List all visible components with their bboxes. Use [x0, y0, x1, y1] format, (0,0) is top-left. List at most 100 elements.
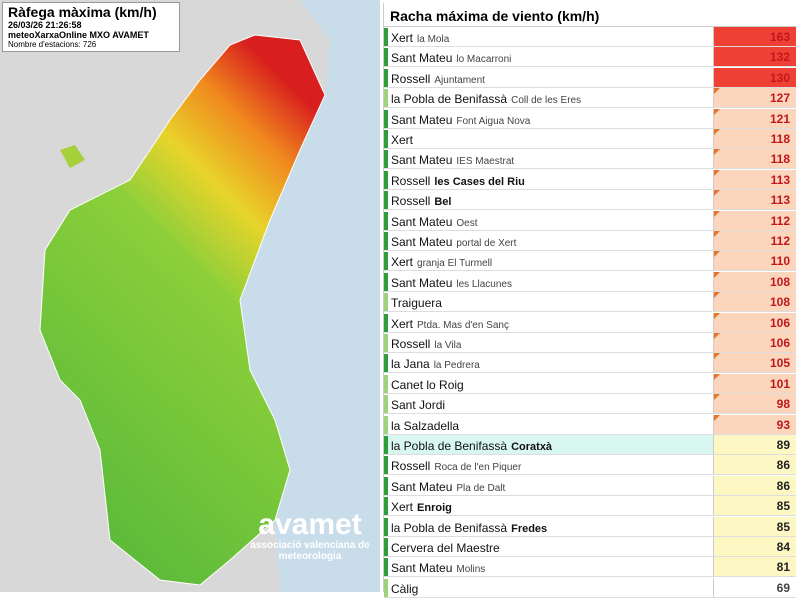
table-row: Sant Mateu Molins 81 [384, 557, 796, 578]
town: Rossell [391, 459, 431, 474]
gust-value: 127 [713, 88, 796, 108]
station: Font Aigua Nova [456, 115, 531, 127]
station: la Pedrera [433, 360, 480, 372]
status-indicator [384, 538, 388, 556]
status-indicator [384, 272, 388, 291]
status-indicator [384, 313, 388, 332]
gust-value: 113 [713, 190, 796, 210]
table-row: Xert granja El Turmell 110 [384, 251, 796, 272]
station: Coratxà [511, 441, 553, 453]
corner-flag [714, 88, 720, 95]
town: la Jana [391, 357, 430, 372]
status-indicator [384, 191, 388, 210]
town: Xert [391, 500, 414, 515]
station-name: Cervera del Maestre [391, 541, 500, 555]
station-name: Rossell Roca de l'en Piquer [391, 459, 521, 473]
status-indicator [384, 109, 388, 128]
town: Sant Mateu [391, 479, 453, 494]
gust-value: 101 [713, 373, 796, 393]
status-indicator [384, 28, 388, 46]
status-indicator [384, 436, 388, 454]
station-name: Canet lo Roig [391, 378, 464, 392]
table-row: Càlig 69 [384, 577, 796, 598]
town: la Pobla de Benifassà [391, 439, 508, 453]
table-row: Sant Mateu Font Aigua Nova 121 [384, 108, 796, 129]
station-name: Xert granja El Turmell [391, 255, 492, 269]
table-row: la Jana la Pedrera 105 [384, 353, 796, 374]
corner-flag [714, 353, 720, 360]
gust-value: 85 [713, 496, 796, 516]
logo-text: avamet [258, 508, 362, 541]
station-name: Traiguera [391, 296, 442, 310]
table-row: Traiguera 108 [384, 292, 796, 313]
corner-flag [714, 149, 720, 156]
gust-value: 85 [713, 516, 796, 536]
gust-value: 112 [713, 231, 796, 250]
corner-flag [714, 108, 720, 115]
table-row: Rossell la Vila 106 [384, 333, 796, 353]
table-row: Rossell Bel 113 [384, 190, 796, 211]
station: lo Macarroni [456, 54, 512, 66]
status-indicator [384, 334, 388, 352]
gust-value: 112 [713, 210, 796, 230]
station-name: Rossell la Vila [391, 337, 461, 351]
corner-flag [714, 251, 720, 258]
station: Oest [456, 217, 478, 229]
station-name: Xert la Mola [391, 31, 449, 45]
table-row: Sant Mateu IES Maestrat 118 [384, 149, 796, 170]
town: Sant Mateu [391, 275, 453, 290]
station: Ptda. Mas d'en Sanç [417, 319, 509, 331]
status-indicator [384, 517, 388, 536]
station-name: Sant Mateu Font Aigua Nova [391, 113, 530, 127]
status-indicator [384, 497, 388, 516]
town: Xert [391, 31, 414, 45]
status-indicator [384, 211, 388, 230]
table-row: Xert Enroig 85 [384, 496, 796, 517]
station: IES Maestrat [456, 156, 515, 168]
station-name: Sant Mateu IES Maestrat [391, 153, 514, 167]
station: portal de Xert [456, 238, 517, 249]
gust-value: 132 [713, 47, 796, 67]
town: Xert [391, 316, 414, 331]
table-row: Rossell Ajuntament 130 [384, 67, 796, 88]
station-name: Càlig [391, 582, 418, 596]
town: Càlig [391, 581, 419, 596]
table-row: Sant Mateu lo Macarroni 132 [384, 47, 796, 68]
gust-value: 118 [713, 129, 796, 148]
status-indicator [384, 170, 388, 189]
gust-value: 106 [713, 333, 796, 352]
station: la Vila [434, 340, 462, 351]
status-indicator [384, 232, 388, 250]
town: Xert [391, 255, 414, 270]
logo-subtitle: associació valenciana de meteorologia [250, 540, 370, 562]
station-name: Sant Jordi [391, 398, 445, 412]
station-name: Xert Enroig [391, 500, 452, 514]
corner-flag [714, 271, 720, 278]
corner-flag [714, 312, 720, 319]
gust-value: 121 [713, 108, 796, 128]
town: Rossell [391, 71, 431, 86]
gust-value: 105 [713, 353, 796, 373]
town: Sant Mateu [391, 561, 453, 576]
table-row: Sant Mateu Pla de Dalt 86 [384, 475, 796, 496]
status-indicator [384, 130, 388, 148]
map [0, 0, 380, 592]
table-row: la Pobla de Benifassà Coll de les Eres 127 [384, 88, 796, 109]
table-row: Canet lo Roig 101 [384, 373, 796, 394]
gust-value: 163 [713, 27, 796, 46]
corner-flag [714, 394, 720, 401]
status-indicator [384, 578, 388, 597]
station-name: Sant Mateu Pla de Dalt [391, 480, 505, 494]
station-name: la Jana la Pedrera [391, 357, 480, 371]
town: Sant Mateu [391, 235, 453, 249]
gust-value: 110 [713, 251, 796, 271]
station-name: la Pobla de Benifassà Coratxà [391, 439, 552, 453]
gust-value: 86 [713, 455, 796, 475]
station-name: Rossell les Cases del Riu [391, 174, 525, 188]
station-name: Rossell Bel [391, 194, 451, 208]
table-row: Xert la Mola 163 [384, 27, 796, 47]
town: Rossell [391, 337, 431, 351]
station: Coll de les Eres [511, 95, 582, 107]
corner-flag [714, 129, 720, 135]
